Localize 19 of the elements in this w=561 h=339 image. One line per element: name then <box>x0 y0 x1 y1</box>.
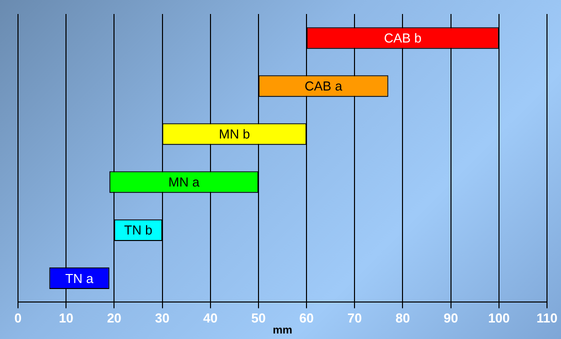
x-tick-label: 110 <box>536 310 558 326</box>
x-axis-title: mm <box>272 324 292 336</box>
x-tick-label: 60 <box>299 310 314 326</box>
x-tick-label: 50 <box>251 310 266 326</box>
x-tick-label: 70 <box>347 310 362 326</box>
y-tick-label: CAB a <box>304 78 343 94</box>
x-tick-label: 20 <box>106 310 122 326</box>
x-tick-label: 30 <box>155 310 170 326</box>
x-tick-label: 100 <box>488 310 510 326</box>
x-tick-label: 80 <box>395 310 410 326</box>
y-tick-label: TN a <box>65 270 94 286</box>
x-tick-label: 10 <box>58 310 74 326</box>
x-tick-label: 40 <box>203 310 218 326</box>
y-tick-label: MN a <box>168 174 200 190</box>
y-tick-label: MN b <box>218 126 250 142</box>
x-tick-label: 90 <box>444 310 458 326</box>
y-tick-label: TN b <box>124 222 152 238</box>
x-tick-label: 0 <box>14 310 22 326</box>
y-tick-label: CAB b <box>384 30 422 46</box>
